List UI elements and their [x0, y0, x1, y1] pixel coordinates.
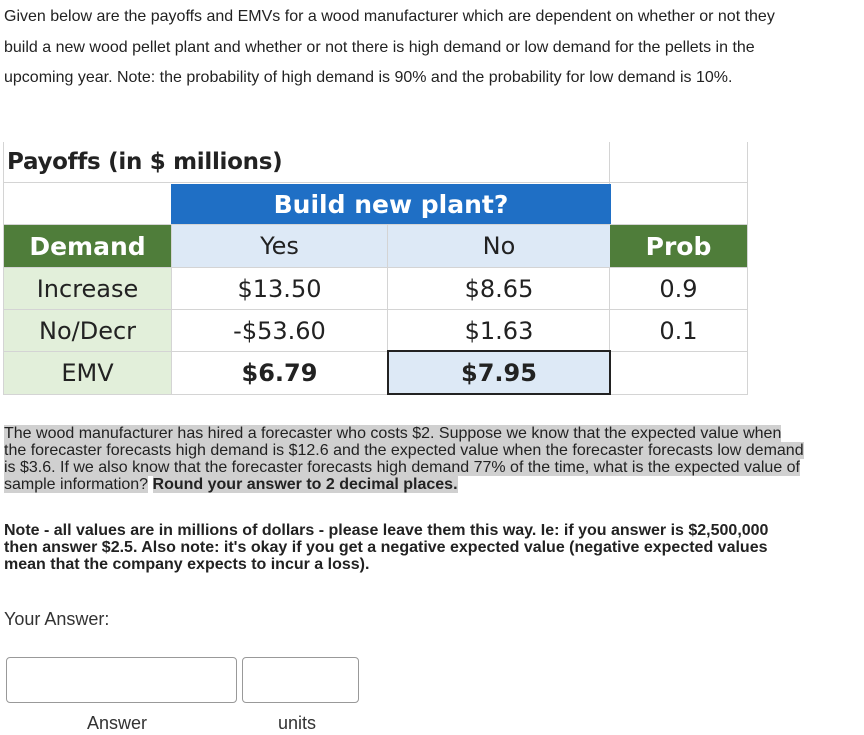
answer-input[interactable] — [6, 657, 237, 703]
cell-nodecr-no: $1.63 — [464, 316, 534, 345]
answer-input-label: Answer — [87, 713, 148, 733]
question-rounding-instruction: Round your answer to 2 decimal places. — [152, 476, 458, 493]
demand-header: Demand — [4, 225, 171, 267]
table-title: Payoffs (in $ millions) — [7, 149, 283, 175]
cell-increase-no: $8.65 — [464, 274, 534, 303]
row-label-emv: EMV — [4, 352, 171, 394]
payoff-table: Payoffs (in $ millions) Build new plant?… — [3, 142, 748, 396]
units-note: Note - all values are in millions of dol… — [4, 522, 769, 573]
yes-header: Yes — [172, 225, 387, 267]
cell-nodecr-yes: -$53.60 — [233, 316, 326, 345]
question-text: The wood manufacturer has hired a foreca… — [4, 425, 804, 493]
units-input-label: units — [278, 713, 317, 733]
no-header: No — [388, 225, 610, 267]
cell-emv-no: $7.95 — [388, 352, 610, 394]
cell-increase-yes: $13.50 — [237, 274, 322, 303]
cell-emv-yes: $6.79 — [241, 359, 318, 387]
units-input[interactable] — [242, 657, 359, 703]
cell-nodecr-prob: 0.1 — [659, 316, 698, 345]
row-label-no-decr: No/Decr — [4, 310, 171, 351]
build-plant-header: Build new plant? — [171, 184, 611, 224]
intro-text: Given below are the payoffs and EMVs for… — [4, 8, 775, 86]
prob-header: Prob — [610, 225, 747, 267]
cell-emv-prob — [610, 352, 747, 394]
cell-increase-prob: 0.9 — [659, 274, 698, 303]
your-answer-heading: Your Answer: — [4, 609, 110, 629]
row-label-increase: Increase — [4, 268, 171, 309]
